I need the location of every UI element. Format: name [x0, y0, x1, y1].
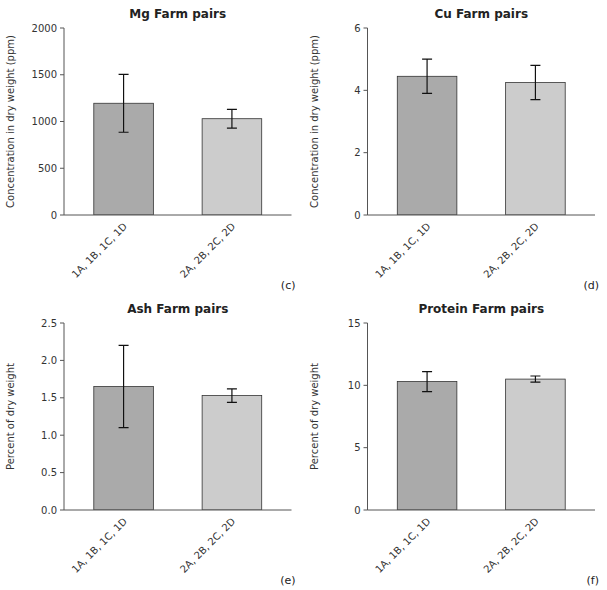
error-bar: [119, 74, 129, 132]
x-tick-label: 2A, 2B, 2C, 2D: [178, 515, 238, 575]
panel: Protein Farm pairs 0 5 10 15 Percent of dry w…: [309, 302, 600, 587]
figure: Mg Farm pairs0500100015002000Concentrati…: [0, 0, 607, 590]
x-tick-label: 1A, 1B, 1C, 1D: [373, 220, 433, 280]
y-tick: [364, 152, 368, 153]
y-tick-label: 500: [38, 163, 57, 174]
bar: [506, 83, 566, 215]
y-tick: [60, 323, 64, 324]
panel: Mg Farm pairs 0 500 1000 1500 2000 Concentrati…: [5, 7, 296, 292]
title: Protein Farm pairs: [418, 302, 544, 316]
y-tick-label: 1000: [32, 116, 57, 127]
y-tick-label: 6: [354, 23, 360, 34]
y-tick: [60, 397, 64, 398]
error-bar: [119, 345, 129, 427]
title: Cu Farm pairs: [434, 7, 528, 21]
y-tick: [364, 447, 368, 448]
bars: [94, 345, 262, 510]
y-axis: [64, 28, 65, 215]
y-axis-label: Percent of dry weight: [5, 363, 16, 470]
y-tick-label: 2.5: [41, 318, 57, 329]
x-axis: [64, 510, 292, 511]
x-tick-label: 1A, 1B, 1C, 1D: [373, 515, 433, 575]
x-tick-label: 1A, 1B, 1C, 1D: [70, 220, 130, 280]
bars: [397, 59, 565, 215]
error-bar: [227, 389, 237, 402]
y-tick-label: 1500: [32, 69, 57, 80]
x-tick-label: 2A, 2B, 2C, 2D: [482, 220, 542, 280]
y-tick: [364, 215, 368, 216]
bars: [397, 372, 565, 510]
title: Ash Farm pairs: [127, 302, 228, 316]
y-axis: [64, 323, 65, 510]
y-tick: [60, 215, 64, 216]
y-tick-label: 10: [348, 380, 361, 391]
x-tick-label: 2A, 2B, 2C, 2D: [178, 220, 238, 280]
y-tick-label: 5: [354, 442, 360, 453]
y-tick: [364, 385, 368, 386]
y-tick-label: 0: [354, 505, 360, 516]
x-tick-label: 2A, 2B, 2C, 2D: [482, 515, 542, 575]
y-tick-label: 4: [354, 85, 360, 96]
x-axis: [368, 215, 596, 216]
panel-label: (d): [583, 279, 599, 292]
panel-label: (c): [281, 279, 296, 292]
y-tick-label: 0.0: [41, 505, 57, 516]
y-axis-label: Concentration in dry weight (ppm): [309, 35, 320, 208]
y-tick: [364, 323, 368, 324]
y-tick: [60, 74, 64, 75]
y-tick-label: 15: [348, 318, 361, 329]
y-tick-label: 2000: [32, 23, 57, 34]
y-tick-label: 0.5: [41, 467, 57, 478]
y-tick: [60, 472, 64, 473]
error-bar: [422, 59, 432, 93]
error-bar: [530, 376, 540, 382]
bar: [397, 76, 457, 215]
panel-label: (e): [280, 574, 295, 587]
bar: [202, 119, 262, 215]
y-tick: [60, 121, 64, 122]
y-tick-label: 0: [51, 210, 57, 221]
y-axis-label: Percent of dry weight: [309, 363, 320, 470]
y-axis: [367, 28, 368, 215]
x-tick-label: 1A, 1B, 1C, 1D: [70, 515, 130, 575]
error-bar: [422, 372, 432, 392]
y-tick-label: 2: [354, 147, 360, 158]
error-bar: [530, 65, 540, 99]
y-tick-label: 1.5: [41, 392, 57, 403]
y-tick: [60, 435, 64, 436]
y-tick-label: 0: [354, 210, 360, 221]
y-tick: [60, 510, 64, 511]
bar: [202, 396, 262, 510]
y-tick-label: 1.0: [41, 430, 57, 441]
panel: Cu Farm pairs 0 2 4 6 Concentration in dry we…: [309, 7, 600, 292]
y-tick: [364, 90, 368, 91]
y-tick: [60, 360, 64, 361]
bar: [506, 379, 566, 510]
y-axis: [367, 323, 368, 510]
y-tick: [60, 28, 64, 29]
y-tick-label: 2.0: [41, 355, 57, 366]
x-axis: [64, 215, 292, 216]
panel: Ash Farm pairs 0.0 0.5 1.0 1.5 2.0 2.5 Percent …: [5, 302, 296, 587]
bar: [397, 382, 457, 510]
panel-label: (f): [587, 574, 599, 587]
title: Mg Farm pairs: [129, 7, 226, 21]
y-tick: [364, 510, 368, 511]
bars: [94, 74, 262, 215]
y-tick: [364, 28, 368, 29]
y-tick: [60, 168, 64, 169]
error-bar: [227, 109, 237, 128]
y-axis-label: Concentration in dry weight (ppm): [5, 35, 16, 208]
x-axis: [368, 510, 596, 511]
